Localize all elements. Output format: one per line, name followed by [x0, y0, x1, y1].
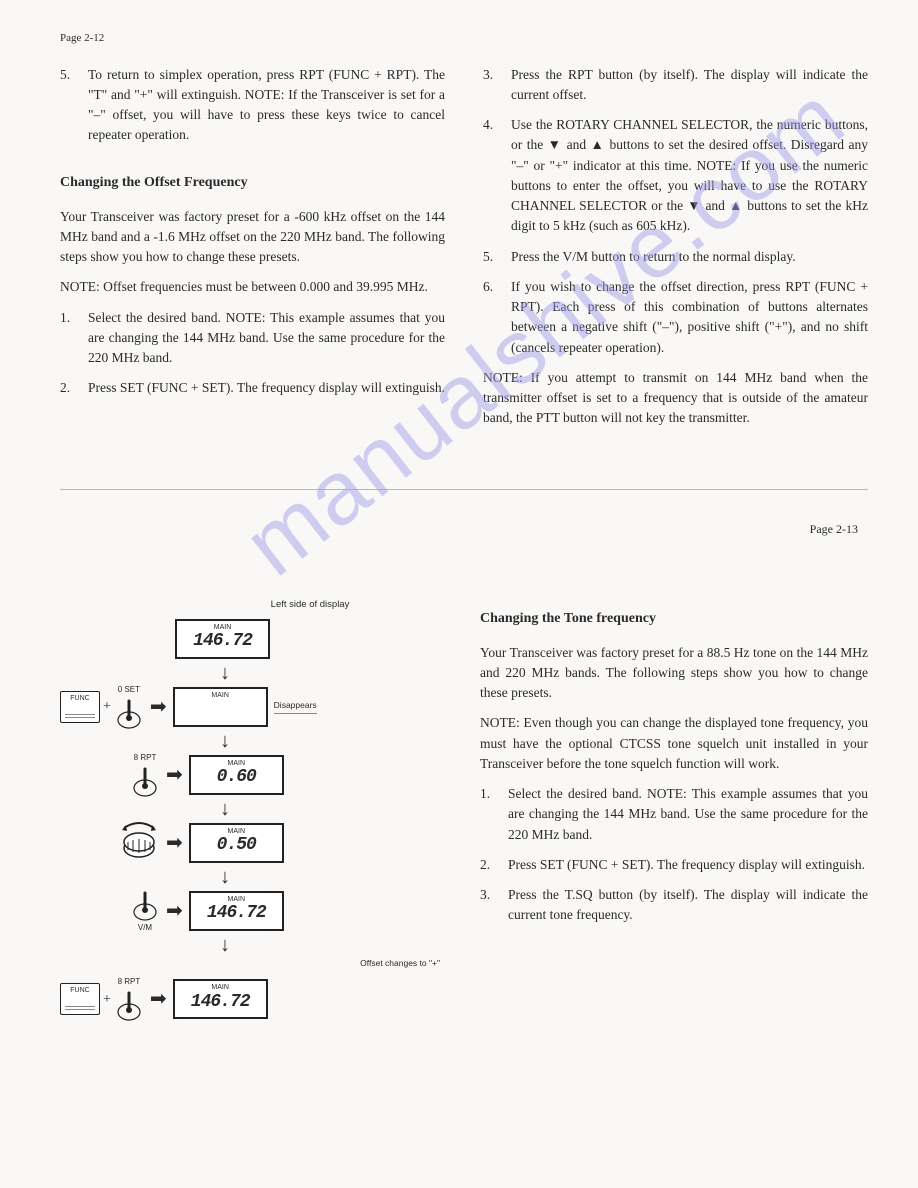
diagram-top-label: Left side of display — [170, 598, 450, 612]
lower-text-column: Changing the Tone frequency Your Transce… — [480, 558, 868, 1027]
paragraph: Your Transceiver was factory preset for … — [480, 643, 868, 704]
finger-press-icon — [130, 888, 160, 922]
plus-icon: + — [103, 989, 111, 1010]
lcd-display: MAIN 0.50 — [189, 823, 284, 863]
heading-tone: Changing the Tone frequency — [480, 608, 868, 629]
arrow-right-icon: ➡ — [150, 984, 167, 1014]
arrow-right-icon: ➡ — [166, 828, 183, 858]
arrow-right-icon: ➡ — [166, 896, 183, 926]
paragraph: NOTE: Even though you can change the dis… — [480, 713, 868, 774]
lcd-display-blank: MAIN — [173, 687, 268, 727]
func-key: FUNC — [60, 983, 100, 1015]
arrow-right-icon: ➡ — [150, 692, 167, 722]
offset-change-note: Offset changes to "+" — [360, 958, 440, 969]
lcd-display: MAIN 146.72 — [189, 891, 284, 931]
plus-icon: + — [103, 696, 111, 717]
upper-right-column: 3. Press the RPT button (by itself). The… — [483, 65, 868, 439]
list-num: 2. — [60, 378, 88, 398]
disappears-note: Disappears — [274, 699, 317, 714]
finger-press-icon — [114, 696, 144, 730]
arrow-down-icon: ↓ — [210, 802, 240, 816]
paragraph: NOTE: Offset frequencies must be between… — [60, 277, 445, 297]
list-num: 6. — [483, 277, 511, 358]
list-text: To return to simplex operation, press RP… — [88, 65, 445, 146]
list-text: If you wish to change the offset directi… — [511, 277, 868, 358]
finger-press-icon — [130, 764, 160, 798]
arrow-down-icon: ↓ — [210, 938, 240, 952]
arrow-right-icon: ➡ — [166, 760, 183, 790]
list-num: 3. — [483, 65, 511, 106]
arrow-down-icon: ↓ — [210, 870, 240, 884]
list-num: 1. — [480, 784, 508, 845]
lcd-display: MAIN 146.72 — [173, 979, 268, 1019]
lcd-main-label: MAIN — [211, 983, 229, 994]
list-text: Press the RPT button (by itself). The di… — [511, 65, 868, 106]
lcd-main-label: MAIN — [214, 623, 232, 634]
list-num: 1. — [60, 308, 88, 369]
lcd-display: MAIN 0.60 — [189, 755, 284, 795]
list-text: Select the desired band. NOTE: This exam… — [88, 308, 445, 369]
lcd-main-label: MAIN — [211, 691, 229, 702]
list-num: 5. — [483, 247, 511, 267]
lcd-main-label: MAIN — [228, 827, 246, 838]
lower-section: Left side of display MAIN 146.72 ↓ FUNC … — [60, 558, 868, 1027]
page-number-top: Page 2-12 — [60, 30, 868, 47]
lcd-display: MAIN 146.72 — [175, 619, 270, 659]
list-num: 4. — [483, 115, 511, 237]
key-label: V/M — [138, 922, 152, 934]
upper-two-column: 5. To return to simplex operation, press… — [60, 65, 868, 439]
list-num: 2. — [480, 855, 508, 875]
rotary-knob-icon — [118, 820, 160, 866]
list-text: Press SET (FUNC + SET). The frequency di… — [508, 855, 868, 875]
arrow-down-icon: ↓ — [210, 734, 240, 748]
paragraph: Your Transceiver was factory preset for … — [60, 207, 445, 268]
page-divider — [60, 489, 868, 490]
note-paragraph: NOTE: If you attempt to transmit on 144 … — [483, 368, 868, 429]
heading-offset: Changing the Offset Frequency — [60, 172, 445, 193]
diagram-column: Left side of display MAIN 146.72 ↓ FUNC … — [60, 558, 450, 1027]
lcd-main-label: MAIN — [228, 895, 246, 906]
list-text: Press SET (FUNC + SET). The frequency di… — [88, 378, 445, 398]
list-num: 3. — [480, 885, 508, 926]
list-text: Press the T.SQ button (by itself). The d… — [508, 885, 868, 926]
func-key: FUNC — [60, 691, 100, 723]
list-num: 5. — [60, 65, 88, 146]
key-label: 8 RPT — [118, 976, 141, 988]
list-text: Use the ROTARY CHANNEL SELECTOR, the num… — [511, 115, 868, 237]
arrow-down-icon: ↓ — [210, 666, 240, 680]
list-text: Press the V/M button to return to the no… — [511, 247, 868, 267]
finger-press-icon — [114, 988, 144, 1022]
list-text: Select the desired band. NOTE: This exam… — [508, 784, 868, 845]
page-number-bottom: Page 2-13 — [60, 520, 858, 538]
key-label: 0 SET — [118, 684, 140, 696]
upper-left-column: 5. To return to simplex operation, press… — [60, 65, 445, 439]
key-label: 8 RPT — [134, 752, 157, 764]
lcd-main-label: MAIN — [228, 759, 246, 770]
